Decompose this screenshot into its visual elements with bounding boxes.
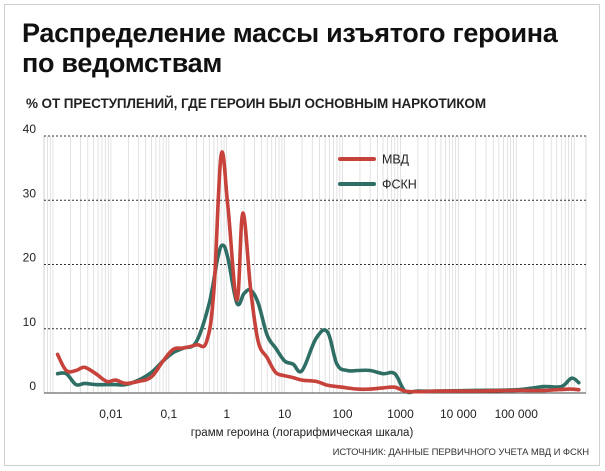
x-tick-label: 10 [278, 407, 292, 421]
y-tick-label: 10 [23, 315, 37, 329]
x-tick-label: 100 [333, 407, 353, 421]
y-axis-ticks: 0 10 20 30 40 [23, 122, 37, 393]
chart-subtitle: % ОТ ПРЕСТУПЛЕНИЙ, ГДЕ ГЕРОИН БЫЛ ОСНОВН… [26, 96, 486, 111]
legend-label: МВД [382, 153, 409, 167]
y-tick-label: 0 [29, 379, 36, 393]
source-note: ИСТОЧНИК: ДАННЫЕ ПЕРВИЧНОГО УЧЕТА МВД И … [332, 447, 589, 458]
x-tick-label: 10 000 [440, 407, 477, 421]
grid [43, 135, 587, 394]
x-tick-label: 0,01 [99, 407, 123, 421]
y-tick-label: 20 [23, 251, 37, 265]
x-tick-label: 100 000 [495, 407, 539, 421]
legend-label: ФСКН [382, 178, 417, 192]
series-lines [55, 150, 581, 395]
y-tick-label: 30 [23, 186, 37, 200]
x-tick-label: 1000 [387, 407, 414, 421]
x-tick-label: 1 [223, 407, 230, 421]
x-tick-label: 0,1 [160, 407, 177, 421]
chart-title: Распределение массы изъятого героина по … [22, 18, 558, 78]
chart-frame [4, 4, 600, 466]
series-line-mvd [55, 150, 581, 394]
legend: МВД ФСКН [338, 153, 417, 192]
x-axis-label: грамм героина (логарифмическая шкала) [191, 427, 414, 439]
series-line-fskn [55, 243, 581, 395]
x-axis-ticks: 0,01 0,1 1 10 100 1000 10 000 100 000 [99, 407, 538, 421]
y-tick-label: 40 [23, 122, 37, 136]
